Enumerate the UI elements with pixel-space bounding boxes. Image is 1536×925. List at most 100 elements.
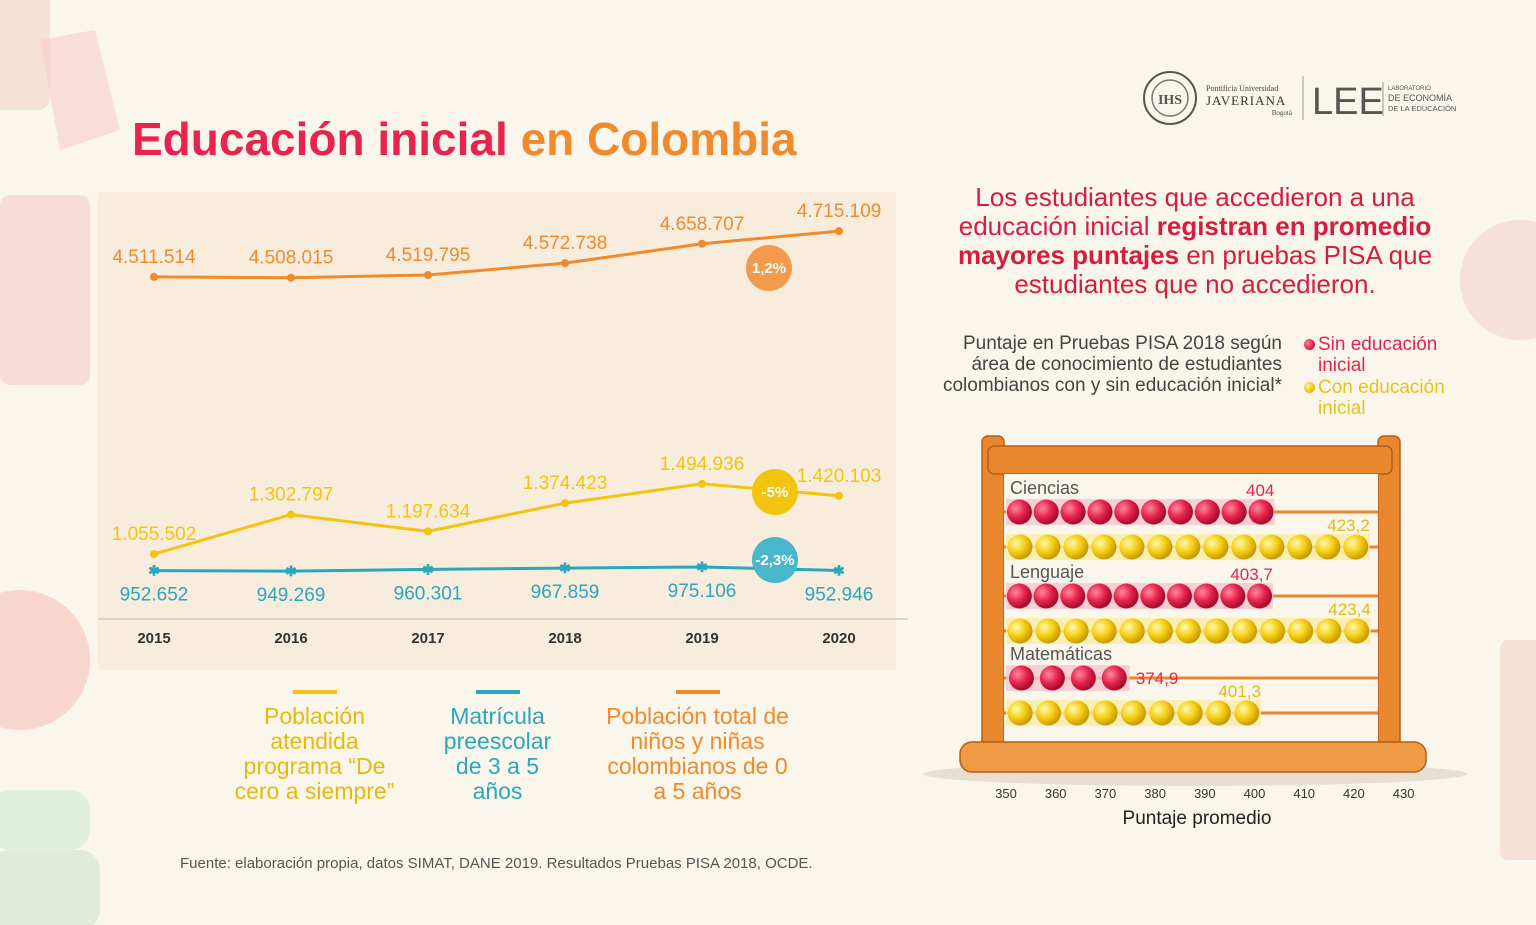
bead <box>1220 583 1246 609</box>
legend-item-teal: Matrícula preescolar de 3 a 5 años <box>430 690 565 804</box>
data-label-orange-2019: 4.658.707 <box>660 214 745 235</box>
bead <box>1147 618 1173 644</box>
red-bead-icon <box>1304 339 1315 350</box>
legend-label-orange: Población total de niños y niñas colombi… <box>606 703 789 804</box>
data-label-yellow-2018: 1.374.423 <box>523 473 608 494</box>
legend-sin-label: Sin educación inicial <box>1318 334 1438 376</box>
beads-lenguaje-sin <box>1006 583 1273 609</box>
bead <box>1033 583 1059 609</box>
data-label-yellow-2019: 1.494.936 <box>660 454 745 475</box>
data-label-orange-2018: 4.572.738 <box>523 233 608 254</box>
headline-bold: registran en promedio mayores puntajes <box>957 211 1432 270</box>
data-label-orange-2020: 4.715.109 <box>797 201 882 222</box>
data-label-yellow-2016: 1.302.797 <box>249 485 334 506</box>
javeriana-seal-icon: IHS <box>1143 71 1197 125</box>
value-label-matematicas-sin: 374,9 <box>1136 669 1179 688</box>
change-label-orange: 1,2% <box>752 260 786 277</box>
category-label-lenguaje: Lenguaje <box>1010 562 1084 582</box>
point-yellow-2018 <box>561 499 569 508</box>
bead <box>1205 700 1231 726</box>
data-label-orange-2015: 4.511.514 <box>112 247 196 268</box>
x-tick-label-2019: 2019 <box>685 630 718 647</box>
data-label-teal-2015: 952.652 <box>120 585 189 606</box>
bead <box>1033 499 1059 525</box>
bead <box>1316 618 1342 644</box>
x-tick-410: 410 <box>1293 786 1315 801</box>
bead <box>1120 700 1146 726</box>
data-label-yellow-2017: 1.197.634 <box>386 501 471 522</box>
chart-panel <box>98 192 896 670</box>
title-part-1: Educación inicial <box>132 113 508 165</box>
beads-matematicas-con <box>1007 700 1260 726</box>
point-orange-2015 <box>150 272 158 281</box>
point-teal-2020: ✱ <box>833 563 845 579</box>
point-orange-2020 <box>835 227 843 236</box>
legend-line-yellow <box>292 690 337 694</box>
bead <box>1167 499 1193 525</box>
x-tick-360: 360 <box>1045 786 1067 801</box>
bead <box>1287 534 1313 560</box>
bead <box>1260 618 1286 644</box>
bead <box>1087 499 1113 525</box>
bead <box>1193 583 1219 609</box>
point-yellow-2015 <box>150 550 158 559</box>
bead <box>1175 618 1201 644</box>
bead <box>1035 618 1061 644</box>
bead <box>1147 534 1173 560</box>
logo-lab-line1: LABORATORIO <box>1388 86 1431 92</box>
point-orange-2019 <box>698 239 706 248</box>
point-orange-2017 <box>424 271 432 280</box>
legend-label-teal: Matrícula preescolar de 3 a 5 años <box>443 703 552 804</box>
bead <box>1101 665 1127 691</box>
abacus-left-post <box>981 435 1005 757</box>
x-tick-label-2020: 2020 <box>822 630 855 647</box>
bead <box>1007 700 1033 726</box>
bead <box>1092 700 1118 726</box>
x-tick-420: 420 <box>1343 786 1365 801</box>
point-teal-2015: ✱ <box>148 563 160 579</box>
javeriana-lee-logo: IHS Pontificia Universidad JAVERIANA Bog… <box>1143 71 1456 125</box>
bead <box>1091 618 1117 644</box>
change-badge-teal <box>752 537 798 583</box>
headline: Los estudiantes que accedieron a una edu… <box>925 183 1465 299</box>
point-orange-2018 <box>561 259 569 268</box>
data-label-teal-2020: 952.946 <box>805 585 874 606</box>
beads-matematicas-sin <box>1008 665 1127 691</box>
bead <box>1259 534 1285 560</box>
x-tick-350: 350 <box>995 786 1017 801</box>
data-label-orange-2016: 4.508.015 <box>249 248 334 269</box>
bead <box>1177 700 1203 726</box>
bead <box>1035 534 1061 560</box>
legend-con-educacion: Con educación inicial <box>1304 377 1474 419</box>
bead <box>1175 534 1201 560</box>
legend-label-yellow: Población atendida programa “De cero a s… <box>234 703 395 804</box>
data-label-teal-2018: 967.859 <box>531 582 600 603</box>
category-label-ciencias: Ciencias <box>1010 478 1079 498</box>
x-tick-380: 380 <box>1144 786 1166 801</box>
legend-line-orange <box>675 690 720 694</box>
point-yellow-2017 <box>424 527 432 536</box>
abacus-top-bar <box>987 445 1393 475</box>
bead <box>1194 499 1220 525</box>
bead <box>1007 618 1033 644</box>
legend-con-label: Con educación inicial <box>1318 377 1445 419</box>
bead <box>1232 618 1258 644</box>
bead <box>1315 534 1341 560</box>
bead <box>1231 534 1257 560</box>
value-label-ciencias-sin: 404 <box>1246 481 1274 500</box>
x-tick-label-2015: 2015 <box>137 630 170 647</box>
point-yellow-2019 <box>698 479 706 488</box>
bead <box>1203 534 1229 560</box>
value-label-lenguaje-con: 423,4 <box>1328 600 1371 619</box>
legend-sin-educacion: Sin educación inicial <box>1304 334 1474 376</box>
bead <box>1060 583 1086 609</box>
legend-item-orange: Población total de niños y niñas colombi… <box>600 690 795 804</box>
point-orange-2016 <box>287 273 295 282</box>
category-label-matematicas: Matemáticas <box>1010 644 1112 664</box>
bead <box>1039 665 1065 691</box>
bead <box>1006 583 1032 609</box>
x-axis-title: Puntaje promedio <box>1123 808 1272 829</box>
bead <box>1035 700 1061 726</box>
headline-pre: Los estudiantes que accedieron a una edu… <box>958 182 1415 241</box>
